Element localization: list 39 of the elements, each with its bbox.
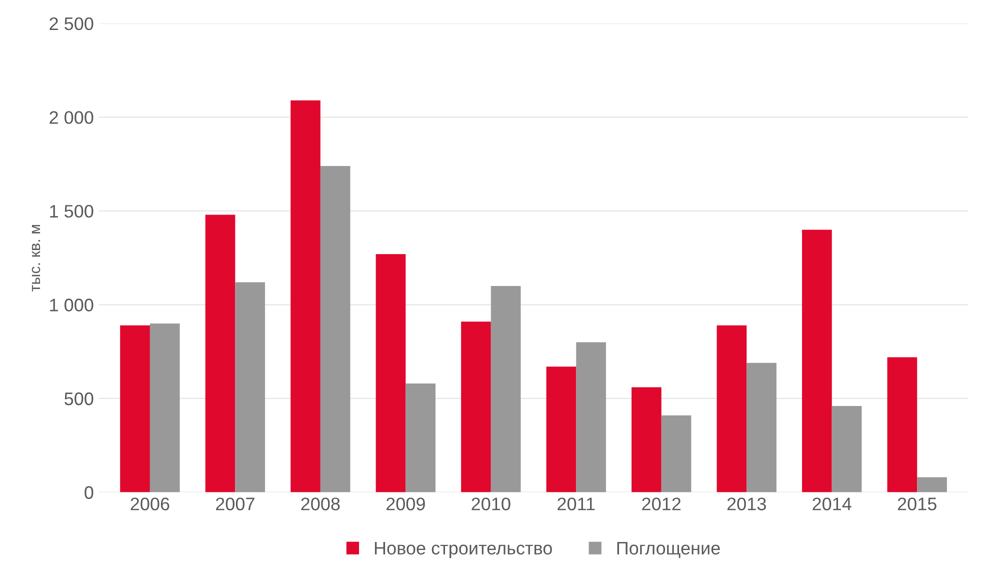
x-tick-label: 2008 <box>301 498 340 510</box>
bar <box>661 415 692 492</box>
bar <box>576 342 606 492</box>
legend-label: Новое строительство <box>374 542 552 558</box>
x-tick-label: 2012 <box>642 498 681 510</box>
bar <box>205 214 236 492</box>
bar <box>235 282 266 492</box>
y-tick-label: 1 500 <box>50 204 94 218</box>
x-tick-label: 2009 <box>386 498 425 510</box>
bar <box>832 406 862 492</box>
x-tick-label: 2011 <box>558 498 595 510</box>
bar <box>746 362 776 492</box>
x-tick-label: 2007 <box>216 498 254 510</box>
x-tick-label: 2010 <box>472 498 510 510</box>
legend-label: Поглощение <box>617 542 720 558</box>
bar <box>490 286 521 492</box>
bar <box>716 325 747 492</box>
bar <box>376 254 406 492</box>
x-tick-label: 2006 <box>130 498 170 510</box>
y-tick-label: 1 000 <box>50 298 94 312</box>
x-tick-label: 2014 <box>812 498 852 510</box>
bar <box>546 366 576 492</box>
bar <box>120 325 150 492</box>
bar <box>917 477 947 492</box>
bar <box>461 322 491 492</box>
bar <box>150 323 180 492</box>
y-tick-label: 2 500 <box>50 17 94 30</box>
bar <box>290 100 320 492</box>
y-tick-label: 500 <box>64 392 94 406</box>
bar <box>887 357 918 492</box>
bar <box>406 383 436 492</box>
y-axis-title: тыс. кв. м <box>32 224 40 292</box>
bar <box>802 230 832 492</box>
x-tick-label: 2013 <box>727 498 766 510</box>
bar <box>632 387 662 492</box>
x-tick-label: 2015 <box>898 498 936 510</box>
y-tick-label: 0 <box>84 486 94 499</box>
bar <box>320 166 350 492</box>
y-tick-label: 2 000 <box>50 111 94 124</box>
